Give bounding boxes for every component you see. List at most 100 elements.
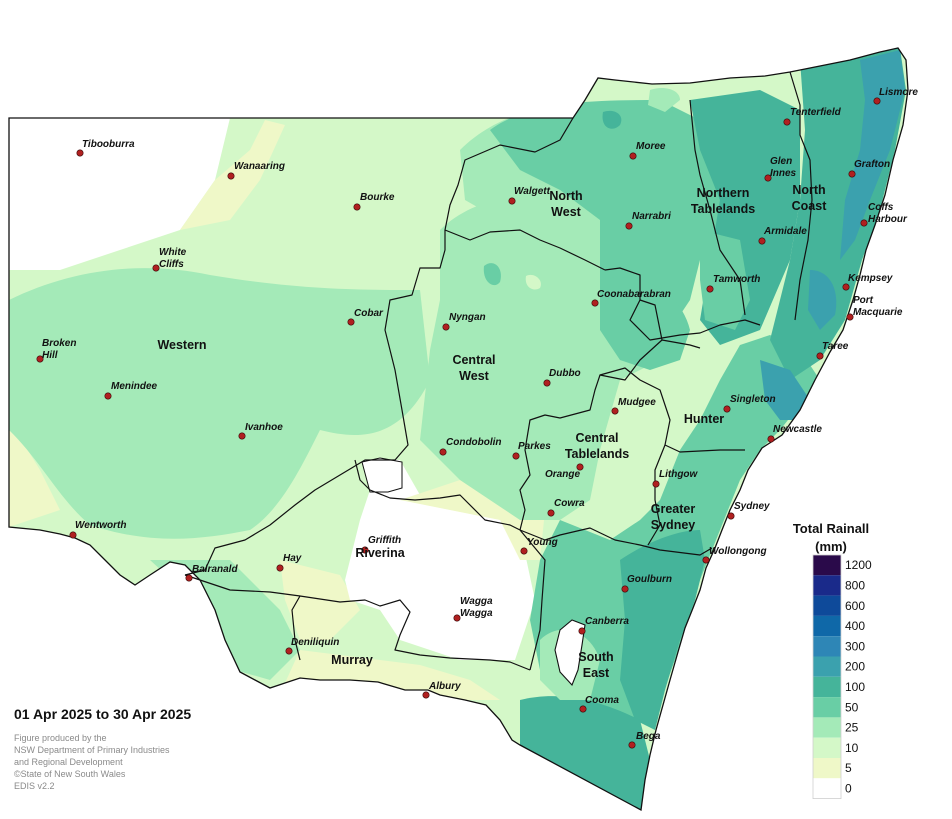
town-label: Glen <box>770 156 792 167</box>
legend-tick-label: 25 <box>845 721 859 735</box>
town-mudgee: Mudgee <box>611 397 656 415</box>
town-label: Wentworth <box>75 520 126 531</box>
town-marker <box>611 407 619 415</box>
town-bourke: Bourke <box>353 192 395 211</box>
town-ivanhoe: Ivanhoe <box>238 422 283 440</box>
town-coonabarabran: Coonabarabran <box>591 289 671 307</box>
region-label: Central <box>452 353 495 367</box>
town-marker <box>520 547 528 555</box>
legend-tick-label: 200 <box>845 660 865 674</box>
legend-swatch <box>813 656 841 677</box>
region-label: West <box>551 205 581 219</box>
town-marker <box>238 432 246 440</box>
town-cobar: Cobar <box>347 308 384 326</box>
town-marker <box>767 435 775 443</box>
town-label: Wanaaring <box>234 161 285 172</box>
legend-swatch <box>813 737 841 758</box>
town-label: Condobolin <box>446 437 502 448</box>
town-label: Bega <box>636 731 661 742</box>
town-marker <box>576 463 584 471</box>
town-marker <box>578 627 586 635</box>
town-label: Coffs <box>868 202 894 213</box>
town-marker <box>727 512 735 520</box>
credit-line: NSW Department of Primary Industries <box>14 745 170 755</box>
town-label: Narrabri <box>632 211 671 222</box>
white-gap <box>361 457 403 493</box>
legend-swatch <box>813 758 841 779</box>
town-orange: Orange <box>545 463 584 480</box>
town-label: Macquarie <box>853 307 903 318</box>
town-label: Grafton <box>854 159 890 170</box>
town-marker <box>591 299 599 307</box>
town-marker <box>846 313 854 321</box>
legend-tick-label: 600 <box>845 599 865 613</box>
legend-unit: (mm) <box>815 539 847 554</box>
region-label: Greater <box>651 502 696 516</box>
credit-line: EDIS v2.2 <box>14 781 55 791</box>
legend-tick-label: 5 <box>845 761 852 775</box>
town-marker <box>842 283 850 291</box>
town-nyngan: Nyngan <box>442 312 486 331</box>
town-marker <box>347 318 355 326</box>
town-marker <box>36 355 44 363</box>
region-murray: Murray <box>331 653 373 667</box>
town-griffith: Griffith <box>361 535 401 554</box>
town-lithgow: Lithgow <box>652 469 699 488</box>
town-moree: Moree <box>629 141 666 160</box>
town-marker <box>152 264 160 272</box>
town-parkes: Parkes <box>512 441 551 460</box>
region-label: Tablelands <box>691 202 755 216</box>
region-label: Northern <box>697 186 750 200</box>
town-marker <box>848 170 856 178</box>
town-label: Coonabarabran <box>597 289 671 300</box>
town-label: Cliffs <box>159 259 184 270</box>
region-label: Hunter <box>684 412 724 426</box>
town-condobolin: Condobolin <box>439 437 502 456</box>
town-goulburn: Goulburn <box>621 574 672 593</box>
town-label: Armidale <box>763 226 807 237</box>
town-label: Deniliquin <box>291 637 339 648</box>
town-young: Young <box>520 537 558 555</box>
town-marker <box>439 448 447 456</box>
region-western: Western <box>157 338 206 352</box>
town-wanaaring: Wanaaring <box>227 161 285 180</box>
town-label: Lismore <box>879 87 918 98</box>
town-label: Singleton <box>730 394 776 405</box>
town-marker <box>185 574 193 582</box>
town-marker <box>453 614 461 622</box>
region-north-west: North West <box>549 189 582 219</box>
town-label: Innes <box>770 168 797 179</box>
legend-swatch <box>813 717 841 738</box>
town-label: Nyngan <box>449 312 486 323</box>
town-tibooburra: Tibooburra <box>76 139 135 157</box>
town-marker <box>629 152 637 160</box>
act-enclave <box>554 619 586 687</box>
town-label: Tenterfield <box>790 107 842 118</box>
town-label: Cowra <box>554 498 585 509</box>
region-label: Riverina <box>355 546 405 560</box>
town-marker <box>422 691 430 699</box>
town-label: Parkes <box>518 441 551 452</box>
town-taree: Taree <box>816 341 849 360</box>
town-newcastle: Newcastle <box>767 424 822 443</box>
town-wollongong: Wollongong <box>702 546 767 564</box>
town-label: Sydney <box>734 501 770 512</box>
region-label: South <box>578 650 613 664</box>
town-narrabri: Narrabri <box>625 211 671 230</box>
town-label: Tibooburra <box>82 139 135 150</box>
town-marker <box>547 509 555 517</box>
town-label: Bourke <box>360 192 395 203</box>
region-label: North <box>549 189 582 203</box>
legend-tick-label: 1200 <box>845 558 872 572</box>
legend-swatch <box>813 636 841 657</box>
town-label: Dubbo <box>549 368 581 379</box>
credit-line: ©State of New South Wales <box>14 769 126 779</box>
town-label: Harbour <box>868 214 908 225</box>
town-label: Goulburn <box>627 574 672 585</box>
credit-line: Figure produced by the <box>14 733 107 743</box>
legend-tick-label: 400 <box>845 619 865 633</box>
town-marker <box>508 197 516 205</box>
region-label: Murray <box>331 653 373 667</box>
